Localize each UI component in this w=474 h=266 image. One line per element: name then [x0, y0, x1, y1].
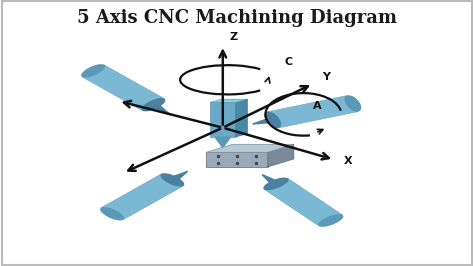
Polygon shape — [264, 178, 343, 226]
Polygon shape — [267, 95, 358, 128]
Text: 5 Axis CNC Machining Diagram: 5 Axis CNC Machining Diagram — [77, 9, 397, 27]
Polygon shape — [210, 99, 247, 102]
Polygon shape — [236, 99, 247, 137]
Text: Y: Y — [322, 72, 330, 82]
Polygon shape — [101, 174, 183, 220]
Polygon shape — [150, 103, 169, 113]
Ellipse shape — [345, 95, 361, 112]
Polygon shape — [206, 152, 268, 167]
Ellipse shape — [318, 214, 343, 227]
Ellipse shape — [160, 173, 184, 187]
Polygon shape — [262, 174, 280, 185]
Polygon shape — [82, 65, 164, 111]
Ellipse shape — [81, 64, 105, 78]
Text: A: A — [313, 101, 321, 111]
Polygon shape — [253, 118, 274, 124]
Text: X: X — [344, 156, 352, 166]
Ellipse shape — [141, 98, 165, 111]
Polygon shape — [210, 102, 236, 137]
Polygon shape — [215, 137, 230, 148]
Polygon shape — [268, 144, 294, 167]
Ellipse shape — [264, 177, 289, 190]
Ellipse shape — [100, 207, 124, 221]
Polygon shape — [169, 171, 188, 182]
Ellipse shape — [264, 112, 281, 128]
Text: C: C — [284, 57, 292, 67]
Polygon shape — [206, 144, 294, 152]
Text: Z: Z — [230, 32, 238, 42]
